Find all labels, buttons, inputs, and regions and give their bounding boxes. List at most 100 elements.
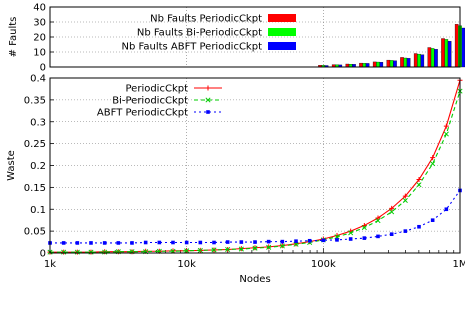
waste-series-line [50,190,461,244]
faults-bar [403,57,408,68]
faults-bar [386,59,391,68]
waste-point [279,243,285,249]
waste-point [89,241,93,245]
waste-point [171,240,175,245]
faults-bar [379,62,384,68]
waste-point [266,244,272,250]
waste-series-1 [47,77,463,255]
waste-point [430,161,436,167]
faults-grid [50,7,460,67]
waste-series-3 [48,188,462,245]
waste-point [416,182,422,188]
waste-xlabel: Nodes [239,274,270,285]
waste-point [375,218,381,224]
waste-ytick-label: 0.4 [30,74,46,85]
faults-legend-label: Nb Faults Bi-PeriodicCkpt [137,28,262,39]
waste-ytick-label: 0 [40,249,46,260]
waste-point [430,155,436,161]
waste-point [206,110,210,114]
faults-legend-swatch [268,42,296,50]
waste-legend-label: PeriodicCkpt [126,84,189,95]
waste-point [416,177,422,182]
waste-legend-label: Bi-PeriodicCkpt [112,96,188,107]
faults-bar [389,60,394,68]
waste-ytick-label: 0.15 [24,183,46,194]
waste-point [443,123,449,129]
waste-point [74,249,80,255]
waste-point [130,241,134,245]
faults-series-1 [318,24,459,68]
waste-point [157,240,162,245]
faults-bar [413,53,418,68]
faults-legend-swatch [268,14,296,22]
waste-point [75,241,80,245]
faults-ytick-label: 0 [40,63,46,74]
faults-ytick-label: 10 [33,48,46,59]
waste-point [205,85,211,91]
faults-ytick-label: 30 [33,18,46,29]
waste-point [321,238,326,243]
faults-ylabel: # Faults [8,17,19,58]
faults-bar [372,61,377,68]
waste-point [184,240,189,245]
waste-point [88,249,94,255]
waste-point [443,131,449,137]
waste-point [444,207,449,212]
faults-bar [393,60,397,68]
waste-xtick-label: 100k [311,259,336,270]
faults-legend-label: Nb Faults PeriodicCkpt [150,14,262,25]
faults-bar [417,53,421,68]
waste-point [362,236,367,240]
waste-point [375,215,381,221]
waste-ytick-label: 0.25 [24,139,46,150]
waste-point [239,240,244,244]
waste-point [61,241,66,245]
waste-point [348,237,353,241]
faults-bar [400,57,404,68]
waste-point [61,249,67,255]
waste-grid [50,78,460,253]
waste-point [430,218,435,222]
waste-point [238,246,244,252]
faults-series-2 [321,25,462,68]
waste-point [402,193,408,199]
waste-point [402,197,408,204]
waste-point [389,232,394,236]
waste-point [205,97,211,103]
waste-point [197,247,203,253]
waste-plot-frame [49,77,461,254]
waste-xtick-label: 1M [453,259,465,270]
faults-bar [376,61,380,68]
waste-ytick-label: 0.3 [30,117,46,128]
faults-bar [359,62,363,68]
waste-ytick-label: 0.1 [30,205,46,216]
faults-bar [430,48,435,68]
faults-bar [420,54,425,68]
faults-legend-label: Nb Faults ABFT PeriodicCkpt [122,42,263,53]
waste-legend-label: ABFT PeriodicCkpt [97,108,188,119]
waste-point [102,241,107,245]
faults-bar [406,58,411,68]
faults-bar [434,49,438,68]
waste-point [417,224,421,229]
faults-legend-swatch [268,28,296,36]
waste-point [348,230,354,236]
waste-point [211,247,217,253]
waste-point [294,239,298,243]
waste-point [225,246,231,253]
waste-point [212,240,216,245]
waste-point [361,225,367,231]
waste-ylabel: Waste [6,150,17,181]
faults-ytick-label: 40 [33,3,46,14]
faults-bar [441,38,445,68]
waste-point [198,240,203,245]
faults-bar [447,41,452,68]
waste-point [335,238,339,242]
faults-bar [461,27,465,68]
waste-point [280,239,285,244]
waste-xtick-label: 10k [177,259,196,270]
waste-point [307,238,312,243]
waste-point [184,248,190,254]
faults-plot-frame [49,6,461,68]
